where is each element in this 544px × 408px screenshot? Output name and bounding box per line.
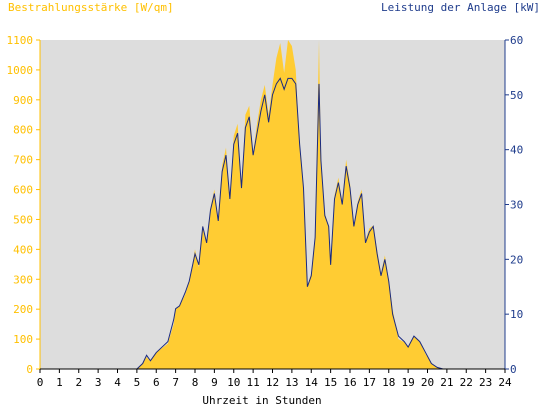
right-axis-ticks: 0 10 20 30 40 50 60 (505, 34, 523, 376)
right-tick-label: 40 (510, 144, 523, 157)
left-tick-label: 300 (13, 273, 33, 286)
x-tick-label: 20 (421, 376, 434, 389)
left-tick-label: 0 (26, 363, 33, 376)
x-tick-label: 15 (324, 376, 337, 389)
irradiance-area (40, 40, 505, 369)
left-tick-label: 700 (13, 154, 33, 167)
x-tick-label: 14 (305, 376, 319, 389)
right-tick-label: 10 (510, 308, 523, 321)
right-tick-label: 30 (510, 199, 523, 212)
left-tick-label: 200 (13, 303, 33, 316)
x-axis-title: Uhrzeit in Stunden (202, 394, 321, 407)
left-tick-label: 100 (13, 333, 33, 346)
left-tick-label: 800 (13, 124, 33, 137)
right-tick-label: 60 (510, 34, 523, 47)
x-tick-label: 12 (266, 376, 279, 389)
left-axis-ticks: 0 100 200 300 400 500 600 700 800 900 1000 1100 (7, 34, 40, 376)
x-tick-label: 19 (402, 376, 415, 389)
left-tick-label: 1100 (7, 34, 34, 47)
x-tick-label: 18 (382, 376, 395, 389)
left-tick-label: 400 (13, 243, 33, 256)
right-tick-label: 0 (510, 363, 517, 376)
x-tick-label: 3 (95, 376, 102, 389)
left-tick-label: 600 (13, 184, 33, 197)
right-tick-label: 50 (510, 89, 523, 102)
x-tick-label: 13 (285, 376, 298, 389)
x-tick-label: 11 (247, 376, 260, 389)
x-tick-label: 23 (479, 376, 492, 389)
left-tick-label: 1000 (7, 64, 34, 77)
power-line (40, 77, 505, 370)
x-tick-label: 10 (227, 376, 240, 389)
x-tick-label: 1 (56, 376, 63, 389)
right-tick-label: 20 (510, 253, 523, 266)
x-tick-label: 16 (343, 376, 356, 389)
x-tick-label: 4 (114, 376, 121, 389)
x-tick-label: 24 (498, 376, 512, 389)
left-axis-title: Bestrahlungsstärke [W/qm] (8, 1, 174, 14)
x-axis-ticks: 0 1 2 3 4 5 6 7 8 9 10 11 12 13 14 15 16 17 18 19 20 21 22 23 24 (37, 369, 512, 389)
x-tick-label: 5 (134, 376, 141, 389)
x-tick-label: 0 (37, 376, 44, 389)
x-tick-label: 21 (440, 376, 453, 389)
x-tick-label: 22 (460, 376, 473, 389)
x-tick-label: 6 (153, 376, 160, 389)
x-tick-label: 2 (75, 376, 82, 389)
x-tick-label: 9 (211, 376, 218, 389)
left-tick-label: 900 (13, 94, 33, 107)
x-tick-label: 17 (363, 376, 376, 389)
right-axis-title: Leistung der Anlage [kW] (381, 1, 540, 14)
x-tick-label: 7 (172, 376, 179, 389)
left-tick-label: 500 (13, 213, 33, 226)
x-tick-label: 8 (192, 376, 199, 389)
